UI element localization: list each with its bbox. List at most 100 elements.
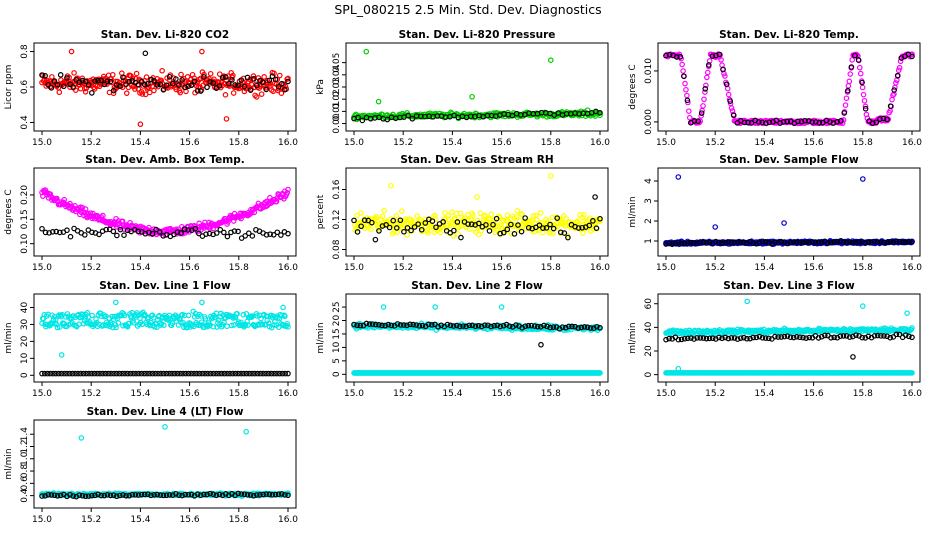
data-point bbox=[541, 322, 547, 329]
data-point bbox=[194, 88, 201, 94]
data-point bbox=[547, 57, 554, 63]
data-point bbox=[67, 491, 73, 498]
data-point bbox=[285, 324, 291, 330]
data-point bbox=[744, 335, 750, 342]
data-point bbox=[673, 54, 680, 60]
data-point bbox=[575, 225, 582, 231]
data-point bbox=[174, 229, 181, 235]
data-point bbox=[100, 212, 106, 219]
data-point bbox=[709, 53, 716, 59]
data-point bbox=[380, 304, 387, 310]
data-point bbox=[675, 174, 682, 180]
data-point bbox=[846, 78, 853, 85]
data-point bbox=[716, 239, 722, 246]
data-point bbox=[368, 226, 374, 233]
x-tick-label: 15.8 bbox=[853, 263, 873, 273]
data-point bbox=[64, 75, 70, 81]
data-point bbox=[225, 219, 231, 225]
data-point bbox=[95, 491, 101, 498]
data-point bbox=[123, 90, 130, 96]
data-point bbox=[138, 491, 145, 498]
data-point bbox=[508, 230, 515, 237]
data-point bbox=[119, 218, 126, 225]
data-point bbox=[254, 492, 260, 498]
data-point bbox=[590, 218, 596, 224]
data-point bbox=[896, 331, 903, 338]
data-point bbox=[55, 370, 62, 377]
data-point bbox=[759, 238, 766, 245]
data-point bbox=[363, 320, 370, 327]
data-point bbox=[67, 81, 73, 88]
data-point bbox=[129, 491, 136, 498]
data-point bbox=[49, 228, 56, 235]
data-point bbox=[102, 370, 109, 377]
data-point bbox=[737, 335, 744, 341]
data-point bbox=[887, 334, 894, 341]
chart-panel: Stan. Dev. Amb. Box Temp.15.0 15.2 15.4 15.… bbox=[4, 154, 298, 273]
data-point bbox=[865, 333, 872, 340]
data-point bbox=[597, 110, 603, 116]
data-point bbox=[781, 220, 787, 226]
data-point bbox=[815, 335, 822, 341]
data-point bbox=[538, 341, 544, 348]
data-point bbox=[457, 323, 463, 330]
data-point bbox=[143, 74, 150, 80]
data-point bbox=[169, 80, 176, 87]
data-point bbox=[562, 324, 569, 331]
data-point bbox=[155, 370, 161, 377]
data-point bbox=[663, 336, 669, 343]
x-tick-label: 16.0 bbox=[590, 138, 610, 148]
data-point bbox=[390, 217, 397, 224]
data-point bbox=[491, 322, 497, 329]
data-point bbox=[741, 119, 748, 126]
data-point bbox=[594, 323, 600, 330]
data-point bbox=[772, 239, 778, 245]
data-point bbox=[212, 79, 219, 86]
data-point bbox=[122, 370, 128, 377]
data-point bbox=[126, 78, 132, 85]
data-point bbox=[184, 324, 190, 331]
data-point bbox=[700, 335, 707, 341]
data-point bbox=[800, 334, 806, 341]
data-point bbox=[376, 321, 382, 328]
data-point bbox=[718, 57, 724, 63]
x-tick-label: 15.8 bbox=[853, 138, 873, 148]
data-point bbox=[899, 239, 906, 246]
x-tick-label: 15.6 bbox=[492, 389, 512, 399]
data-point bbox=[878, 333, 884, 339]
data-point bbox=[285, 370, 291, 377]
data-point bbox=[666, 51, 673, 58]
plot-frame bbox=[33, 167, 297, 257]
data-point bbox=[544, 323, 550, 330]
data-point bbox=[812, 239, 819, 245]
data-point bbox=[730, 112, 737, 119]
data-point bbox=[728, 239, 735, 246]
data-point bbox=[94, 370, 101, 377]
data-point bbox=[909, 239, 915, 245]
data-point bbox=[203, 231, 209, 237]
y-axis-label: ml/min bbox=[316, 322, 326, 353]
data-point bbox=[241, 491, 248, 498]
data-point bbox=[117, 226, 124, 233]
x-tick-label: 15.8 bbox=[853, 389, 873, 399]
data-point bbox=[263, 370, 269, 377]
data-point bbox=[547, 324, 553, 331]
points-layer bbox=[351, 48, 603, 124]
data-point bbox=[909, 370, 915, 376]
data-point bbox=[96, 231, 102, 238]
data-point bbox=[261, 74, 267, 80]
data-point bbox=[413, 322, 420, 328]
data-point bbox=[260, 370, 266, 377]
data-point bbox=[597, 370, 603, 376]
data-point bbox=[784, 118, 791, 125]
data-point bbox=[152, 370, 159, 377]
data-point bbox=[893, 80, 899, 86]
data-point bbox=[576, 112, 582, 119]
data-point bbox=[909, 51, 915, 58]
data-point bbox=[113, 324, 119, 331]
data-point bbox=[845, 87, 851, 94]
data-point bbox=[95, 78, 101, 84]
data-point bbox=[234, 310, 240, 317]
